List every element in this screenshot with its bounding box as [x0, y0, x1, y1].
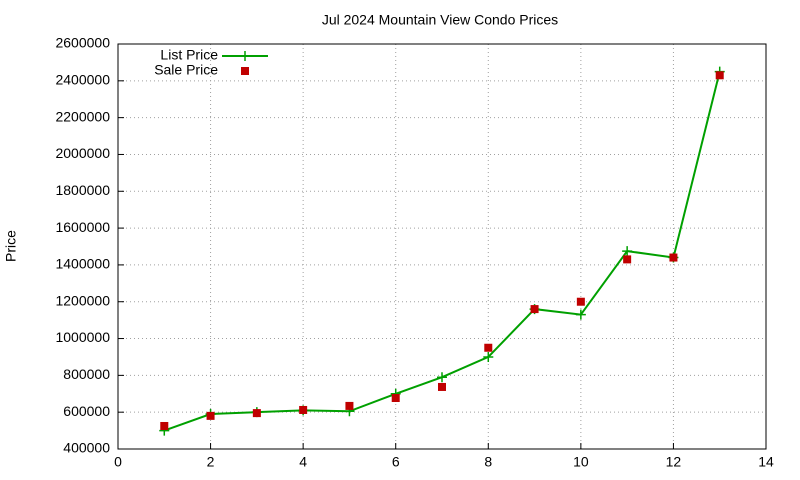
marker — [576, 297, 585, 306]
marker — [252, 409, 261, 418]
x-tick-label: 14 — [758, 454, 774, 470]
y-tick-label: 2000000 — [55, 145, 110, 161]
x-tick-label: 4 — [299, 454, 307, 470]
marker — [575, 309, 586, 320]
marker — [345, 401, 354, 410]
marker — [715, 71, 724, 80]
marker — [530, 305, 539, 314]
chart-title: Jul 2024 Mountain View Condo Prices — [322, 12, 558, 28]
marker — [622, 246, 633, 257]
legend-marker — [241, 67, 249, 75]
x-tick-label: 12 — [666, 454, 682, 470]
y-tick-label: 800000 — [63, 366, 110, 382]
marker — [160, 421, 169, 430]
y-axis-label: Price — [3, 230, 19, 262]
legend-label: Sale Price — [154, 62, 218, 78]
marker — [391, 394, 400, 403]
marker — [623, 255, 632, 264]
legend-label: List Price — [160, 47, 218, 63]
x-tick-label: 10 — [573, 454, 589, 470]
marker — [669, 253, 678, 262]
marker — [437, 372, 447, 383]
x-tick-label: 2 — [207, 454, 215, 470]
plot-border — [117, 43, 767, 450]
marker — [299, 405, 308, 414]
x-tick-label: 8 — [484, 454, 492, 470]
marker — [483, 351, 494, 362]
marker — [438, 382, 446, 391]
y-tick-label: 2600000 — [55, 35, 110, 51]
y-tick-label: 1600000 — [55, 219, 110, 235]
y-tick-label: 1000000 — [55, 329, 110, 345]
y-tick-label: 1800000 — [55, 182, 110, 198]
x-tick-label: 6 — [392, 454, 400, 470]
legend-marker — [240, 51, 250, 61]
y-tick-label: 1200000 — [55, 292, 110, 308]
marker — [484, 343, 493, 352]
y-tick-label: 2400000 — [55, 72, 110, 88]
y-tick-label: 600000 — [63, 403, 110, 419]
y-tick-label: 400000 — [63, 440, 110, 456]
marker — [206, 411, 215, 420]
x-tick-label: 0 — [114, 454, 122, 470]
y-tick-label: 1400000 — [55, 256, 110, 272]
y-tick-label: 2200000 — [55, 108, 110, 124]
